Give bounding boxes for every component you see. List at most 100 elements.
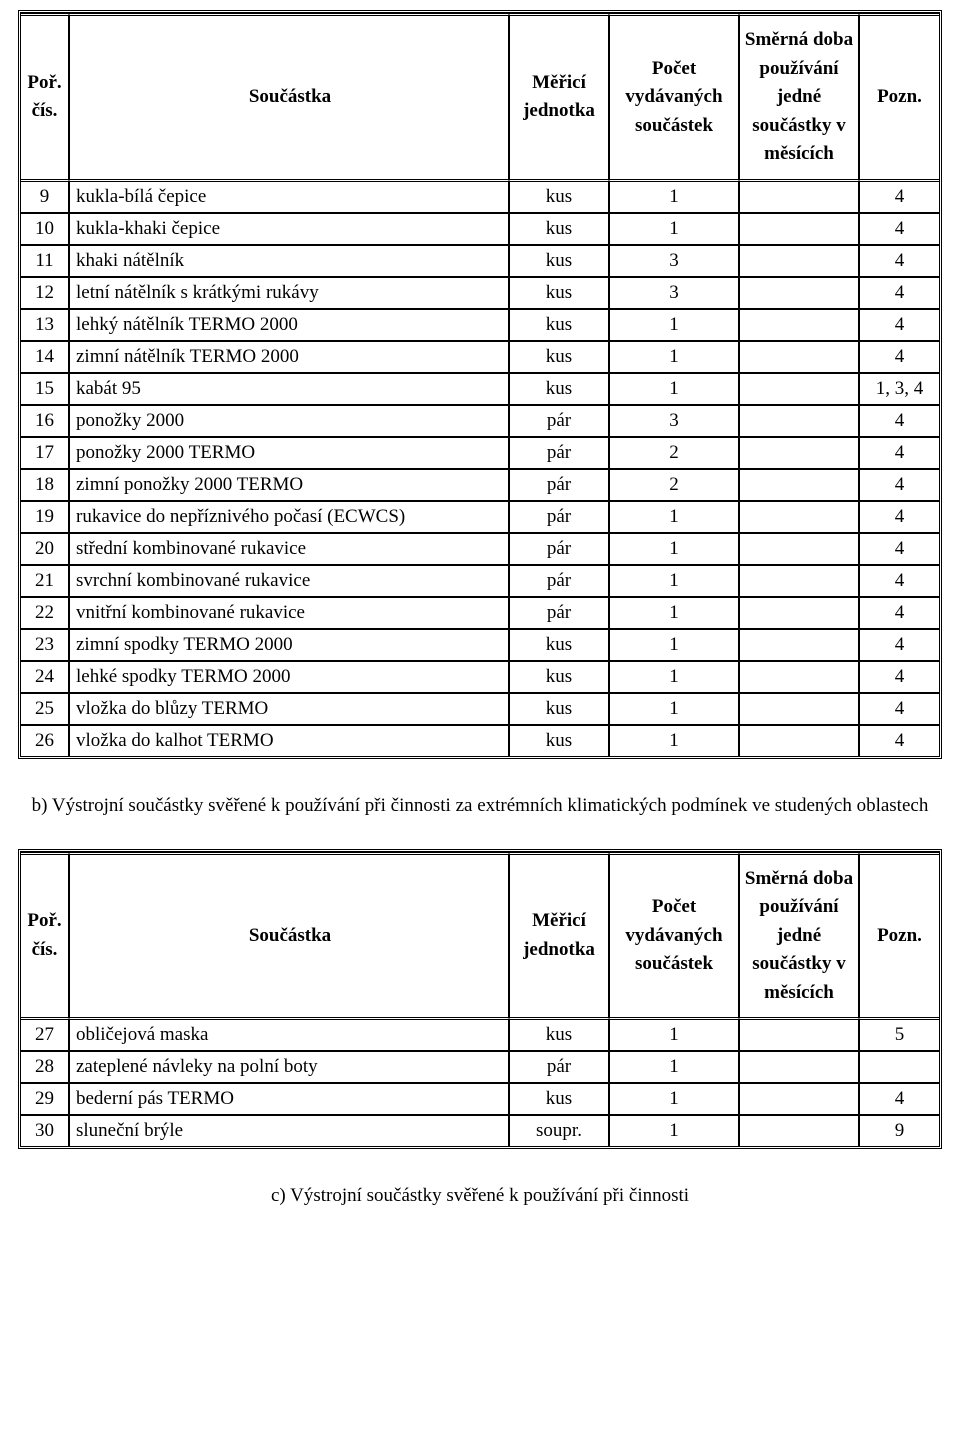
- equipment-table-1: Poř. čís. Součástka Měřicí jednotka Poče…: [18, 10, 942, 759]
- cell-name: ponožky 2000 TERMO: [69, 437, 509, 469]
- cell-duration: [739, 629, 859, 661]
- cell-num: 23: [21, 629, 69, 661]
- cell-duration: [739, 341, 859, 373]
- cell-note: 4: [859, 182, 939, 213]
- section-b-heading: b) Výstrojní součástky svěřené k používá…: [18, 789, 942, 823]
- cell-unit: kus: [509, 182, 609, 213]
- header-note: Pozn.: [859, 852, 939, 1021]
- cell-num: 10: [21, 213, 69, 245]
- cell-name: bederní pás TERMO: [69, 1083, 509, 1115]
- equipment-table-2: Poř. čís. Součástka Měřicí jednotka Poče…: [18, 849, 942, 1150]
- cell-note: 4: [859, 629, 939, 661]
- cell-unit: kus: [509, 693, 609, 725]
- cell-unit: pár: [509, 405, 609, 437]
- cell-count: 1: [609, 693, 739, 725]
- cell-name: rukavice do nepříznivého počasí (ECWCS): [69, 501, 509, 533]
- cell-num: 25: [21, 693, 69, 725]
- header-note: Pozn.: [859, 13, 939, 182]
- table-row: 24lehké spodky TERMO 2000kus14: [21, 661, 939, 693]
- table-row: 30sluneční brýlesoupr.19: [21, 1115, 939, 1146]
- cell-count: 1: [609, 1020, 739, 1051]
- cell-unit: kus: [509, 725, 609, 756]
- cell-unit: kus: [509, 1020, 609, 1051]
- cell-count: 1: [609, 533, 739, 565]
- cell-name: obličejová maska: [69, 1020, 509, 1051]
- cell-count: 1: [609, 565, 739, 597]
- cell-num: 16: [21, 405, 69, 437]
- section-c-heading: c) Výstrojní součástky svěřené k používá…: [18, 1179, 942, 1213]
- cell-duration: [739, 565, 859, 597]
- cell-unit: kus: [509, 213, 609, 245]
- cell-unit: soupr.: [509, 1115, 609, 1146]
- cell-note: 4: [859, 501, 939, 533]
- table-row: 28zateplené návleky na polní botypár1: [21, 1051, 939, 1083]
- cell-duration: [739, 469, 859, 501]
- cell-count: 3: [609, 277, 739, 309]
- cell-note: 4: [859, 693, 939, 725]
- table-row: 22vnitřní kombinované rukavicepár14: [21, 597, 939, 629]
- cell-name: khaki nátělník: [69, 245, 509, 277]
- header-unit: Měřicí jednotka: [509, 13, 609, 182]
- cell-name: kabát 95: [69, 373, 509, 405]
- cell-duration: [739, 245, 859, 277]
- table-row: 14zimní nátělník TERMO 2000kus14: [21, 341, 939, 373]
- cell-unit: pár: [509, 597, 609, 629]
- cell-duration: [739, 1115, 859, 1146]
- table-row: 16ponožky 2000pár34: [21, 405, 939, 437]
- cell-unit: pár: [509, 533, 609, 565]
- cell-duration: [739, 1051, 859, 1083]
- cell-note: 4: [859, 277, 939, 309]
- cell-count: 1: [609, 661, 739, 693]
- cell-note: 4: [859, 597, 939, 629]
- cell-count: 3: [609, 405, 739, 437]
- cell-note: [859, 1051, 939, 1083]
- cell-name: lehké spodky TERMO 2000: [69, 661, 509, 693]
- cell-num: 14: [21, 341, 69, 373]
- cell-duration: [739, 1020, 859, 1051]
- table-row: 26vložka do kalhot TERMOkus14: [21, 725, 939, 756]
- cell-note: 4: [859, 725, 939, 756]
- cell-duration: [739, 661, 859, 693]
- cell-count: 1: [609, 725, 739, 756]
- table-row: 9kukla-bílá čepicekus14: [21, 182, 939, 213]
- cell-name: zimní nátělník TERMO 2000: [69, 341, 509, 373]
- table-row: 12letní nátělník s krátkými rukávykus34: [21, 277, 939, 309]
- cell-name: lehký nátělník TERMO 2000: [69, 309, 509, 341]
- cell-name: svrchní kombinované rukavice: [69, 565, 509, 597]
- cell-name: vnitřní kombinované rukavice: [69, 597, 509, 629]
- cell-duration: [739, 1083, 859, 1115]
- cell-unit: kus: [509, 629, 609, 661]
- header-name: Součástka: [69, 13, 509, 182]
- cell-count: 1: [609, 213, 739, 245]
- table-row: 10kukla-khaki čepicekus14: [21, 213, 939, 245]
- cell-duration: [739, 309, 859, 341]
- cell-num: 22: [21, 597, 69, 629]
- table-row: 27obličejová maskakus15: [21, 1020, 939, 1051]
- cell-unit: kus: [509, 309, 609, 341]
- cell-name: letní nátělník s krátkými rukávy: [69, 277, 509, 309]
- table-row: 18zimní ponožky 2000 TERMOpár24: [21, 469, 939, 501]
- table-row: 15kabát 95kus11, 3, 4: [21, 373, 939, 405]
- cell-unit: pár: [509, 565, 609, 597]
- cell-count: 1: [609, 341, 739, 373]
- header-por: Poř. čís.: [21, 852, 69, 1021]
- table-header-row: Poř. čís. Součástka Měřicí jednotka Poče…: [21, 852, 939, 1021]
- cell-unit: pár: [509, 1051, 609, 1083]
- cell-count: 1: [609, 182, 739, 213]
- cell-name: zateplené návleky na polní boty: [69, 1051, 509, 1083]
- cell-num: 12: [21, 277, 69, 309]
- cell-count: 3: [609, 245, 739, 277]
- cell-name: střední kombinované rukavice: [69, 533, 509, 565]
- table-row: 19rukavice do nepříznivého počasí (ECWCS…: [21, 501, 939, 533]
- cell-duration: [739, 213, 859, 245]
- table-row: 17ponožky 2000 TERMOpár24: [21, 437, 939, 469]
- cell-note: 4: [859, 245, 939, 277]
- cell-name: zimní ponožky 2000 TERMO: [69, 469, 509, 501]
- cell-note: 4: [859, 1083, 939, 1115]
- cell-num: 28: [21, 1051, 69, 1083]
- cell-num: 29: [21, 1083, 69, 1115]
- cell-num: 13: [21, 309, 69, 341]
- cell-num: 19: [21, 501, 69, 533]
- header-count: Počet vydávaných součástek: [609, 852, 739, 1021]
- cell-name: sluneční brýle: [69, 1115, 509, 1146]
